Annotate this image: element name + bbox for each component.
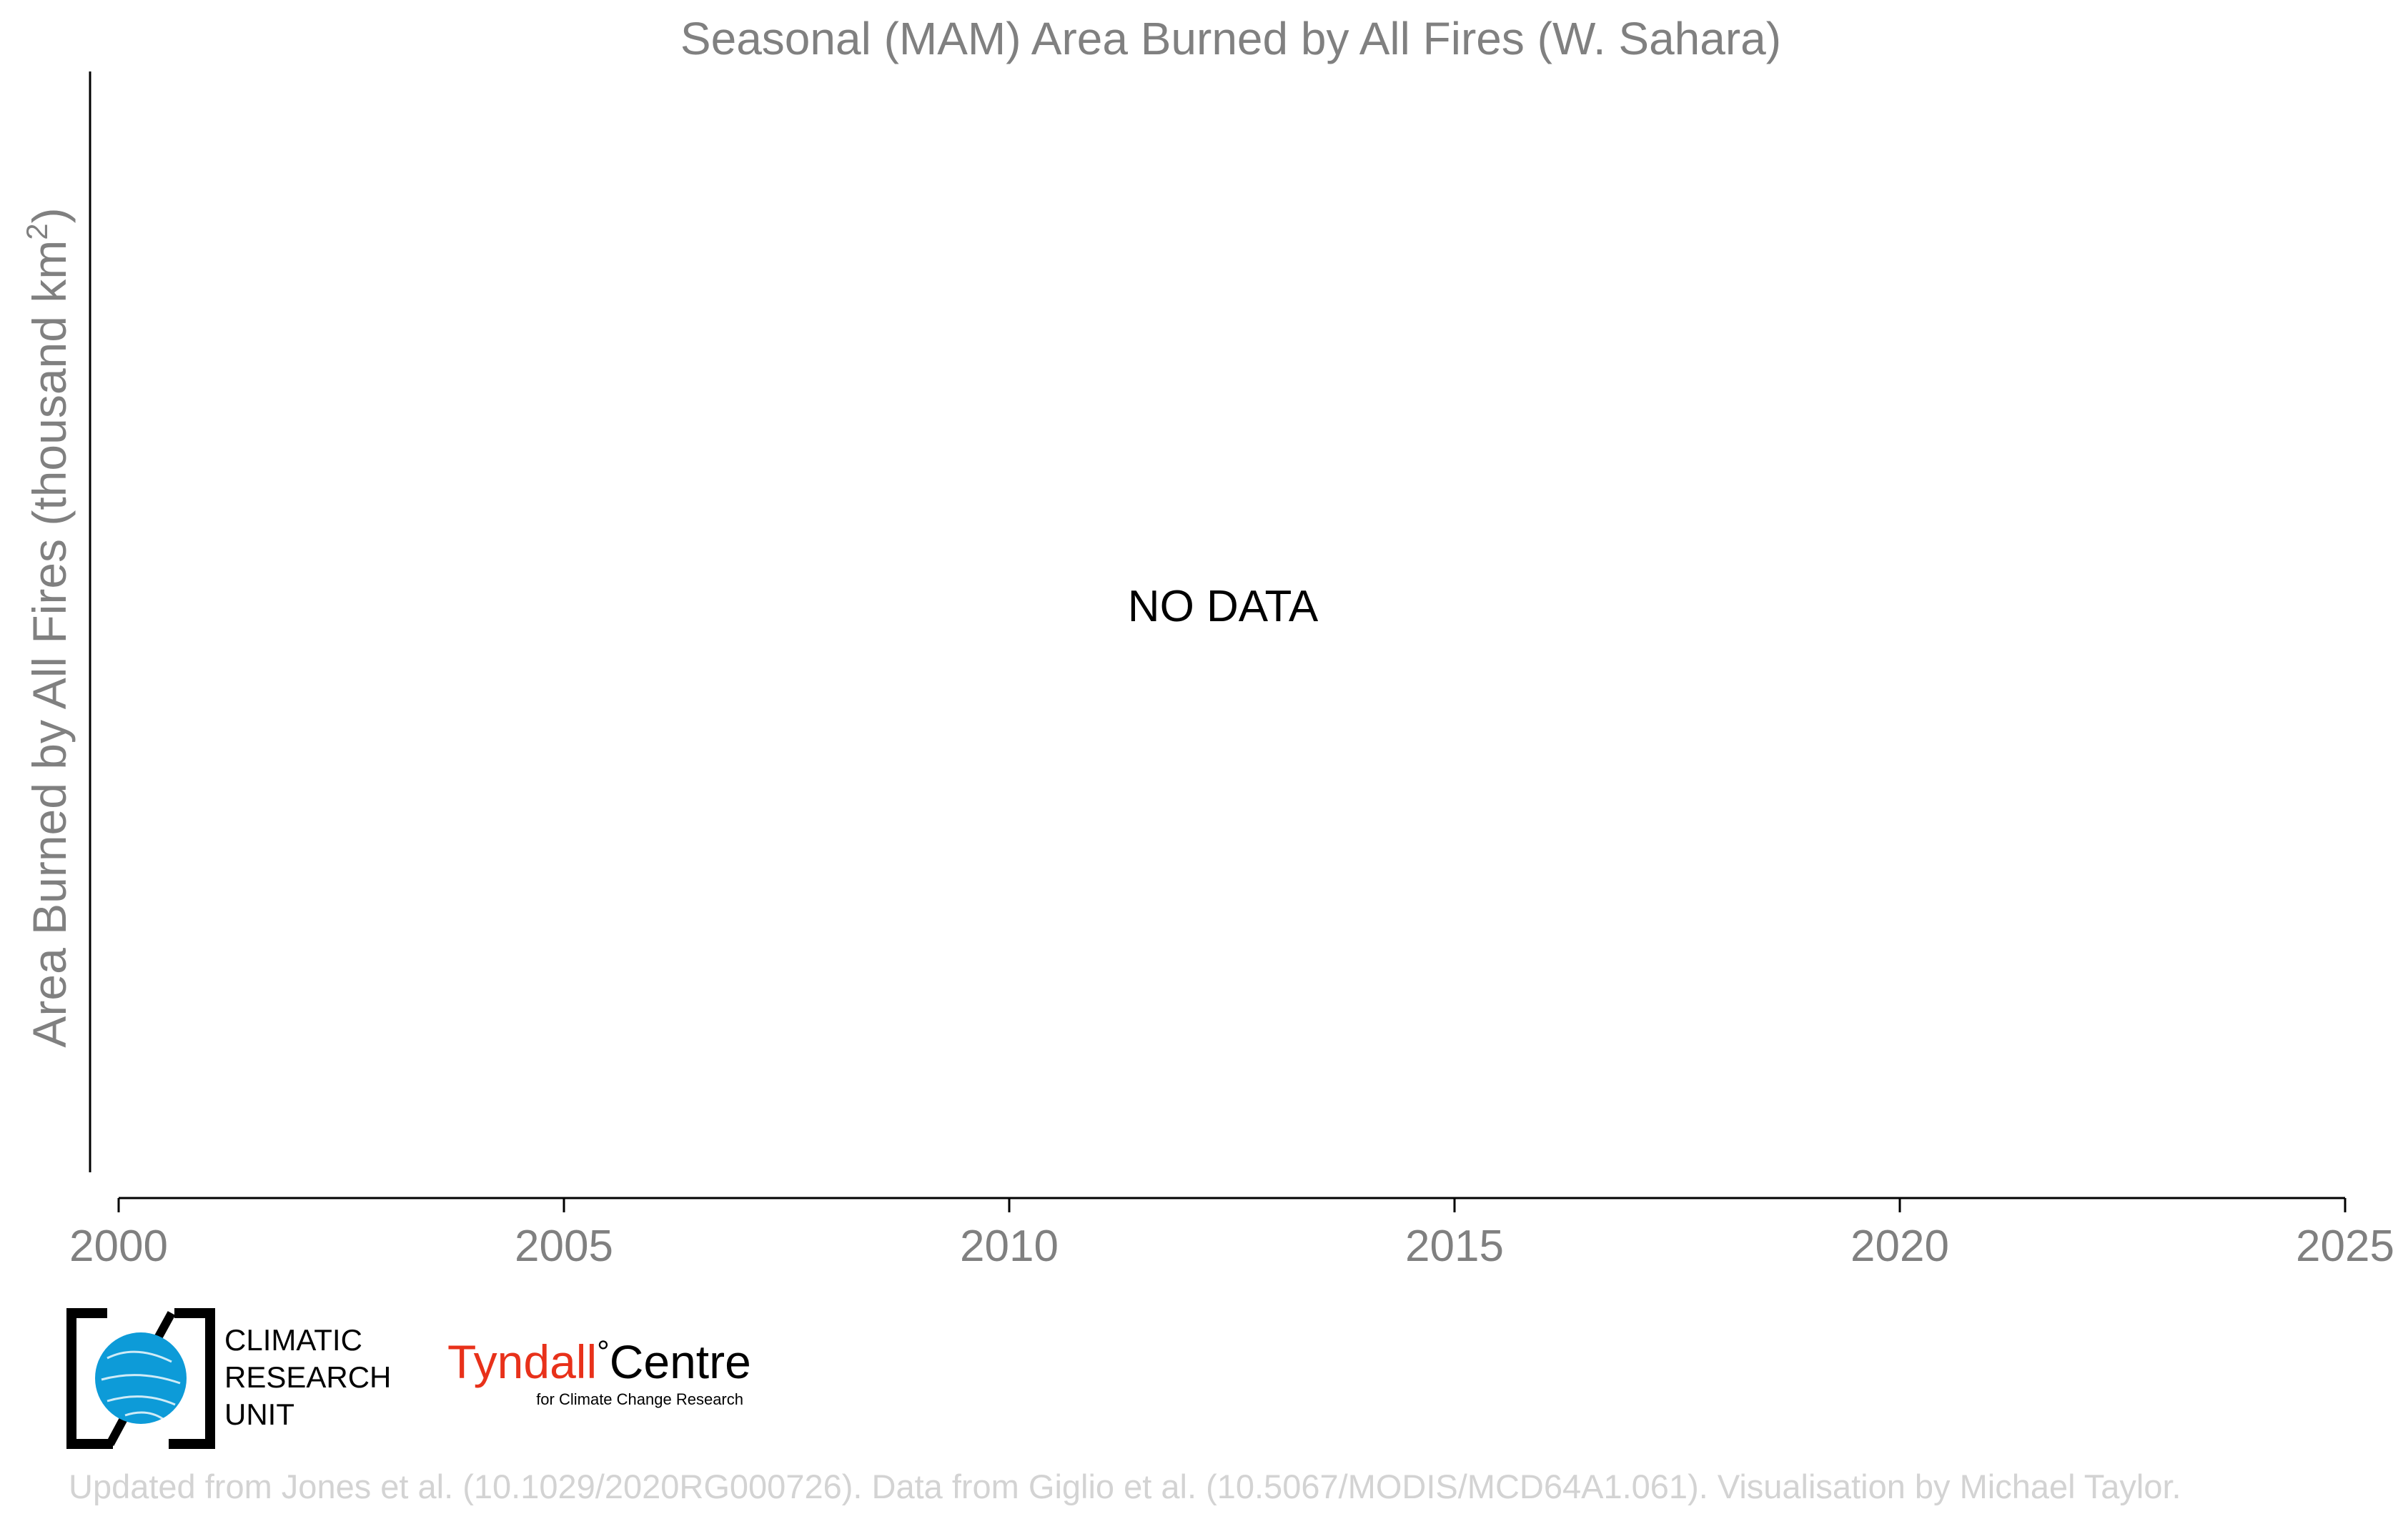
tyndall-logo-name: Tyndall°Centre <box>447 1335 751 1388</box>
y-axis-label-superscript: 2 <box>20 223 54 239</box>
no-data-annotation: NO DATA <box>1128 582 1319 631</box>
x-tick-label: 2000 <box>69 1222 168 1271</box>
cru-logo-frame <box>66 1308 215 1449</box>
tyndall-logo-subtitle: for Climate Change Research <box>536 1390 743 1408</box>
cru-logo-line-1: CLIMATIC <box>224 1323 362 1357</box>
y-axis-label-main: Area Burned by All Fires (thousand km <box>23 240 76 1048</box>
credit-line: Updated from Jones et al. (10.1029/2020R… <box>69 1468 2181 1505</box>
cru-logo: CLIMATIC RESEARCH UNIT <box>66 1308 391 1449</box>
cru-logo-line-3: UNIT <box>224 1397 294 1431</box>
tyndall-logo-degree: ° <box>597 1335 610 1370</box>
cru-logo-line-2: RESEARCH <box>224 1360 391 1394</box>
x-axis-ticks: 2000 2005 2010 2015 2020 2025 <box>69 1198 2394 1271</box>
x-tick-label: 2005 <box>515 1222 613 1271</box>
tyndall-logo-black: Centre <box>610 1335 751 1388</box>
x-tick-label: 2020 <box>1850 1222 1949 1271</box>
tyndall-logo-red: Tyndall <box>447 1335 597 1388</box>
tyndall-logo: Tyndall°Centre for Climate Change Resear… <box>447 1335 751 1408</box>
chart-title: Seasonal (MAM) Area Burned by All Fires … <box>680 13 1781 64</box>
x-tick-label: 2025 <box>2296 1222 2394 1271</box>
x-tick-label: 2015 <box>1405 1222 1504 1271</box>
y-axis-label: Area Burned by All Fires (thousand km2) <box>20 207 76 1047</box>
y-axis-label-close: ) <box>23 207 76 223</box>
x-tick-label: 2010 <box>960 1222 1059 1271</box>
cru-globe-contours <box>101 1350 181 1420</box>
